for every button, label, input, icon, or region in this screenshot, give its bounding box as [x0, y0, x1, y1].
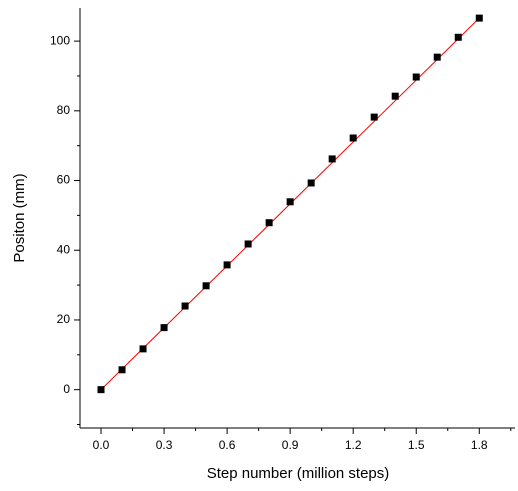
x-tick-label: 1.5	[408, 438, 425, 452]
point	[286, 198, 294, 206]
x-tick-label: 0.3	[156, 438, 173, 452]
point	[370, 113, 378, 121]
point	[97, 386, 105, 394]
y-tick-label: 20	[57, 312, 71, 326]
point	[265, 219, 273, 227]
x-tick-label: 0.6	[219, 438, 236, 452]
point	[307, 179, 315, 187]
point	[328, 155, 336, 163]
y-tick-label: 40	[57, 242, 71, 256]
point	[244, 240, 252, 248]
point	[391, 92, 399, 100]
point	[160, 324, 168, 332]
point	[412, 73, 420, 81]
point	[118, 366, 126, 374]
x-tick-label: 1.2	[345, 438, 362, 452]
point	[202, 282, 210, 290]
x-tick-label: 0.0	[93, 438, 110, 452]
y-tick-label: 100	[50, 33, 70, 47]
x-tick-label: 1.8	[471, 438, 488, 452]
point	[139, 345, 147, 353]
point	[475, 14, 483, 22]
y-tick-label: 60	[57, 173, 71, 187]
point	[454, 33, 462, 41]
x-axis-title: Step number (million steps)	[207, 465, 390, 482]
y-tick-label: 0	[63, 382, 70, 396]
y-axis-title: Positon (mm)	[11, 173, 28, 262]
x-tick-label: 0.9	[282, 438, 299, 452]
point	[433, 53, 441, 61]
point	[223, 261, 231, 269]
point	[349, 134, 357, 142]
y-tick-label: 80	[57, 103, 71, 117]
point	[181, 302, 189, 310]
